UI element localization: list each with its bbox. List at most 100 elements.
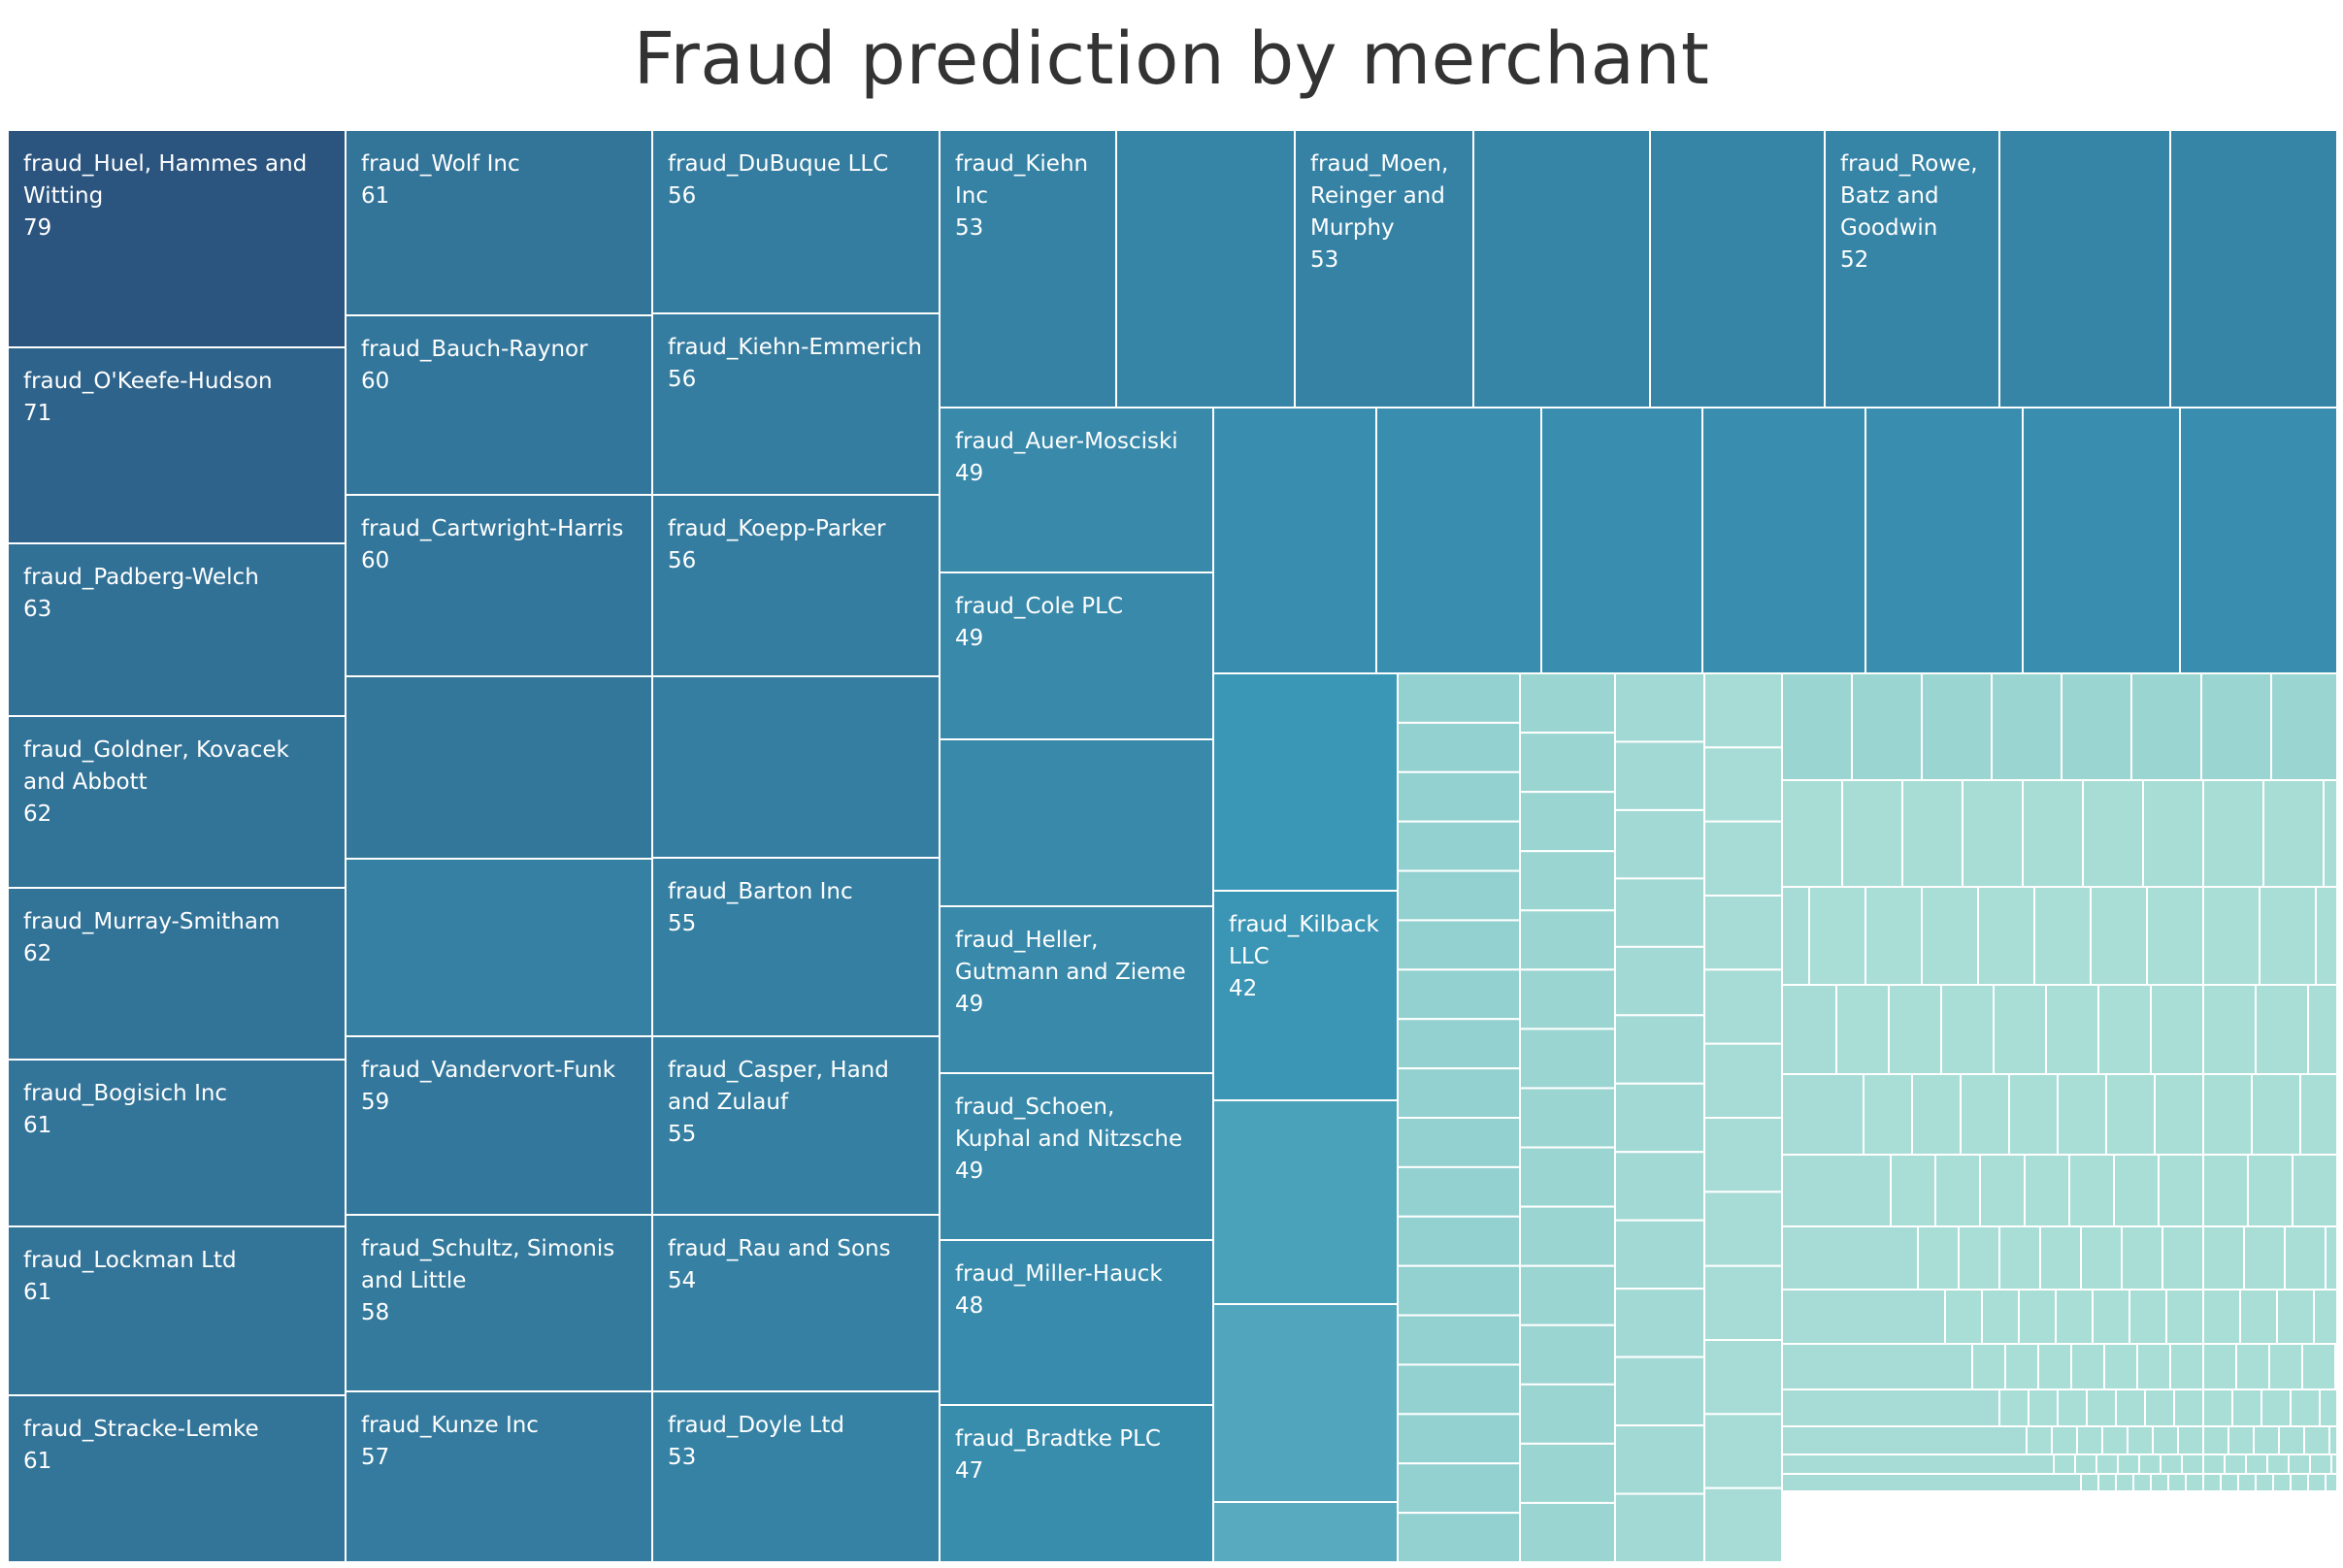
treemap-rect [2162, 1225, 2204, 1290]
treemap-rect [2278, 1425, 2305, 1455]
tile-label: fraud_Rau and Sons 54 [668, 1236, 891, 1293]
treemap-tile: fraud_Kiehn Inc 53 [939, 129, 1117, 408]
treemap-tile-unlabeled [2288, 1454, 2311, 1475]
treemap-tile-unlabeled [1614, 1014, 1705, 1085]
treemap-tile-unlabeled [1890, 1154, 1936, 1227]
treemap-tile-unlabeled [1519, 672, 1616, 735]
treemap-tile-unlabeled [1781, 1289, 1946, 1345]
treemap-tile-unlabeled [2299, 1073, 2338, 1156]
treemap-rect [1703, 746, 1783, 823]
treemap-tile-unlabeled [2061, 672, 2132, 781]
treemap-rect [1519, 672, 1616, 735]
treemap-tile-unlabeled [2097, 1473, 2117, 1492]
treemap-rect [2231, 1388, 2262, 1427]
treemap-rect [2181, 1454, 2204, 1475]
treemap-rect [1375, 407, 1542, 674]
treemap-tile-unlabeled [1519, 1205, 1616, 1267]
treemap-rect [2061, 672, 2132, 781]
treemap-rect [2169, 1343, 2204, 1390]
treemap-tile-unlabeled [1212, 1303, 1399, 1503]
treemap-rect [651, 312, 940, 496]
treemap-tile-unlabeled [1519, 1028, 1616, 1090]
treemap-rect [2202, 1343, 2237, 1390]
treemap-rect [2245, 1454, 2268, 1475]
treemap-tile-unlabeled [1397, 1215, 1521, 1267]
treemap-rect [1397, 1165, 1521, 1218]
treemap-rect [2018, 1289, 2057, 1345]
treemap-tile-unlabeled [1212, 1099, 1399, 1305]
treemap-tile: fraud_Cartwright-Harris 60 [345, 494, 653, 677]
treemap-tile-unlabeled [2080, 1473, 2099, 1492]
treemap-tile-unlabeled [1614, 740, 1705, 811]
treemap-tile-unlabeled [2237, 1473, 2257, 1492]
treemap-rect [2169, 129, 2338, 408]
treemap-rect [2146, 886, 2204, 986]
treemap-tile: fraud_Kunze Inc 57 [345, 1390, 653, 1563]
treemap-tile-unlabeled [2150, 1473, 2169, 1492]
treemap-rect [1519, 1205, 1616, 1267]
treemap-rect [2202, 1388, 2233, 1427]
treemap-rect [1977, 886, 2035, 986]
treemap-rect [1212, 890, 1399, 1101]
treemap-tile-unlabeled [2266, 1454, 2290, 1475]
treemap-rect [7, 1394, 346, 1563]
treemap-tile-unlabeled [2268, 1343, 2303, 1390]
treemap-tile-unlabeled [1703, 672, 1783, 749]
treemap-rect [2243, 1225, 2286, 1290]
tile-label: fraud_Lockman Ltd 61 [23, 1248, 237, 1305]
treemap-tile-unlabeled [1519, 1501, 1616, 1564]
treemap-tile-unlabeled [1519, 1264, 1616, 1326]
treemap-rect [1781, 1425, 2028, 1455]
treemap-tile-unlabeled [2307, 1473, 2326, 1492]
treemap-tile-unlabeled [1781, 984, 1837, 1075]
treemap-tile-unlabeled [2315, 886, 2338, 986]
treemap-rect [1397, 1067, 1521, 1119]
treemap-rect [1397, 1018, 1521, 1070]
treemap-tile: fraud_Heller, Gutmann and Zieme 49 [939, 905, 1214, 1074]
treemap-tile-unlabeled [1998, 1388, 2030, 1427]
treemap-rect [2117, 1454, 2140, 1475]
treemap-rect [345, 494, 653, 677]
treemap-rect [2158, 1154, 2204, 1227]
treemap-rect [2325, 1473, 2338, 1492]
treemap-rect [7, 887, 346, 1061]
treemap-rect [2103, 1343, 2138, 1390]
treemap-tile-unlabeled [2290, 1388, 2321, 1427]
tile-label: fraud_Goldner, Kovacek and Abbott 62 [23, 737, 290, 827]
treemap-rect [2292, 1154, 2338, 1227]
treemap-rect [2237, 1473, 2257, 1492]
treemap-rect [2328, 1425, 2338, 1455]
treemap-tile-unlabeled [2247, 1154, 2294, 1227]
treemap-tile-unlabeled [2024, 1154, 2070, 1227]
treemap-rect [1835, 984, 1890, 1075]
treemap-rect [1934, 1154, 1981, 1227]
treemap-tile-unlabeled [2037, 1343, 2072, 1390]
treemap-rect [1703, 895, 1783, 971]
treemap-tile-unlabeled [2173, 1388, 2204, 1427]
treemap-tile-unlabeled [2301, 1343, 2336, 1390]
treemap-tile-unlabeled [1703, 820, 1783, 898]
treemap-rect [1212, 1303, 1399, 1503]
treemap-rect [1614, 1151, 1705, 1222]
treemap-rect [1781, 1225, 1919, 1290]
treemap-tile-unlabeled [2243, 1225, 2286, 1290]
treemap-tile-unlabeled [1991, 672, 2062, 781]
treemap-rect [1397, 1413, 1521, 1465]
treemap-tile-unlabeled [1397, 1264, 1521, 1317]
tile-label: fraud_Casper, Hand and Zulauf 55 [668, 1058, 889, 1147]
treemap-rect [1864, 407, 2024, 674]
treemap-rect [1519, 1087, 1616, 1149]
treemap-tile-unlabeled [2146, 886, 2204, 986]
treemap-tile-unlabeled [1703, 1191, 1783, 1267]
treemap-rect [2202, 1073, 2253, 1156]
treemap-tile: fraud_Moen, Reinger and Murphy 53 [1294, 129, 1474, 408]
treemap-rect [2259, 886, 2317, 986]
treemap-tile-unlabeled [1397, 968, 1521, 1021]
treemap-rect [2086, 1388, 2117, 1427]
treemap-rect [2307, 984, 2338, 1075]
treemap-tile-unlabeled [1703, 1042, 1783, 1119]
treemap-rect [1540, 407, 1703, 674]
treemap-tile-unlabeled [1979, 1154, 2026, 1227]
treemap-tile-unlabeled [2101, 1425, 2128, 1455]
treemap-rect [1944, 1289, 1983, 1345]
